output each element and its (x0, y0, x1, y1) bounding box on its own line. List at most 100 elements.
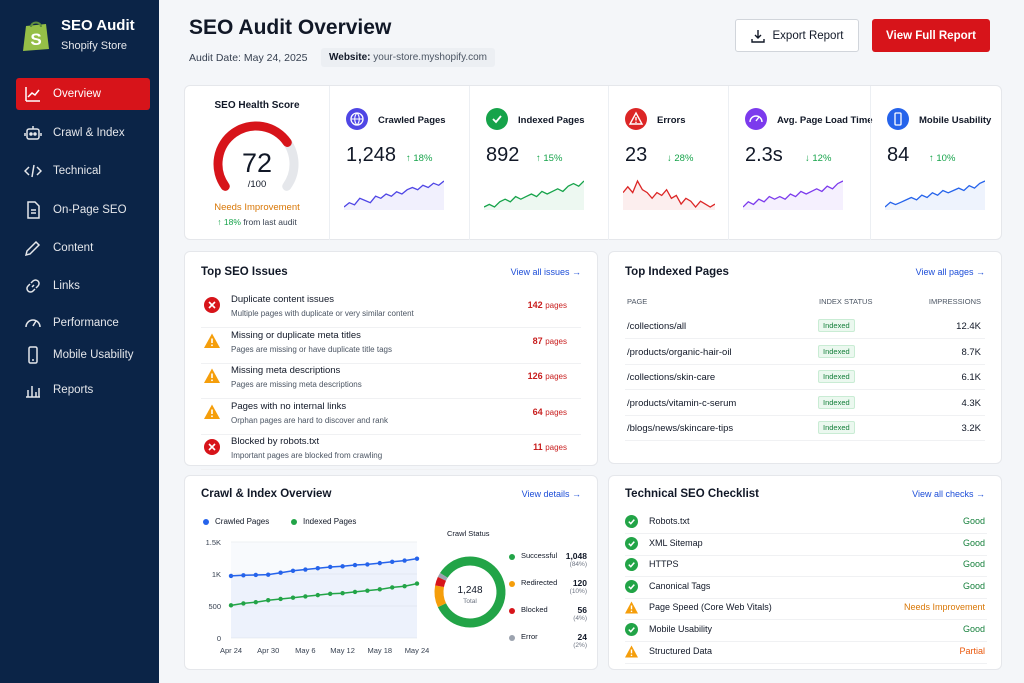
data-point (328, 591, 333, 597)
y-tick-label: 0 (217, 634, 221, 643)
checklist-label: Mobile Usability (649, 624, 713, 634)
export-report-button[interactable]: Export Report (735, 19, 859, 52)
checklist-label: Page Speed (Core Web Vitals) (649, 602, 772, 613)
table-row[interactable]: /collections/all Indexed 12.4K (625, 313, 985, 339)
issue-row[interactable]: Missing or duplicate meta titles Pages ar… (201, 328, 581, 364)
data-point (278, 596, 283, 602)
app-subtitle: Shopify Store (61, 40, 128, 52)
data-point (340, 564, 345, 569)
crawl-status-percent: (2%) (573, 642, 587, 649)
metric-indexed-pages: Indexed Pages 892 ↑ 15% (469, 86, 608, 240)
legend-swatch (509, 581, 515, 587)
metric-value: 1,248 (346, 144, 397, 166)
sidebar-item-technical[interactable]: Technical (16, 155, 150, 187)
data-point (228, 603, 234, 608)
metric-delta: ↓ 12% (805, 153, 832, 164)
view-full-report-button[interactable]: View Full Report (872, 19, 990, 52)
checklist-item[interactable]: Canonical Tags Good (625, 577, 987, 599)
health-delta-suffix: from last audit (243, 217, 297, 227)
crawl-status-name: Successful (521, 551, 558, 560)
sparkline-area (344, 181, 444, 210)
metric-label: Indexed Pages (518, 115, 585, 126)
table-row[interactable]: /blogs/news/skincare-tips Indexed 3.2K (625, 415, 985, 441)
data-point (241, 601, 246, 606)
checklist-status: Good (962, 624, 985, 634)
checklist-label: Structured Data (649, 645, 713, 656)
issue-row[interactable]: Pages with no internal links Orphan pages… (201, 399, 581, 435)
issue-count-value: 142 (527, 300, 543, 310)
page-title: SEO Audit Overview (189, 16, 392, 39)
sidebar-item-links[interactable]: Links (16, 270, 150, 302)
crawl-status-value: 24 (577, 632, 587, 642)
issue-row[interactable]: Missing meta descriptions Pages are missi… (201, 363, 581, 399)
sidebar-item-performance[interactable]: Performance (16, 307, 150, 339)
website-value: your-store.myshopify.com (373, 52, 488, 63)
metric-avg-page-load-time: Avg. Page Load Time 2.3s ↓ 12% (728, 86, 873, 240)
impressions-value: 8.7K (961, 346, 981, 358)
checklist-item[interactable]: HTTPS Good (625, 555, 987, 578)
legend-indexed-pages: Indexed Pages (291, 517, 356, 526)
data-point (253, 572, 258, 578)
checklist-label: XML Sitemap (649, 537, 703, 548)
data-point (377, 560, 382, 566)
plot-area (231, 542, 417, 638)
sparkline-area (885, 181, 985, 210)
sidebar: S SEO Audit Shopify Store Overview Crawl… (0, 0, 159, 683)
sidebar-item-reports[interactable]: Reports (16, 374, 150, 406)
speedometer-icon (745, 108, 767, 130)
issue-row[interactable]: Duplicate content issues Multiple pages w… (201, 292, 581, 328)
website-label: Website: (329, 52, 371, 63)
donut-total-value: 1,248 (457, 585, 483, 596)
checklist-item[interactable]: XML Sitemap Good (625, 534, 987, 556)
globe-icon (346, 108, 368, 130)
column-header-impressions: IMPRESSIONS (928, 297, 981, 306)
crawl-status-percent: (10%) (569, 588, 587, 595)
sidebar-item-mobile-usability[interactable]: Mobile Usability (16, 339, 150, 371)
data-point (290, 595, 296, 600)
sparkline-line (743, 180, 843, 208)
issue-count: 142 pages (528, 300, 567, 310)
view-all-pages-link[interactable]: View all pages → (915, 267, 985, 277)
issue-count-value: 87 (532, 335, 543, 346)
robot-icon (24, 126, 42, 140)
table-row[interactable]: /products/vitamin-c-serum Indexed 4.3K (625, 390, 985, 416)
view-details-link[interactable]: View details → (521, 489, 581, 499)
table-row[interactable]: /collections/skin-care Indexed 6.1K (625, 364, 985, 390)
issue-count: 64 pages (533, 407, 567, 417)
sidebar-item-overview[interactable]: Overview (16, 78, 150, 110)
check-circle-icon (625, 623, 638, 636)
metric-delta: ↑ 10% (929, 153, 956, 164)
crawl-index-title: Crawl & Index Overview (201, 488, 332, 500)
data-point (390, 559, 395, 565)
sidebar-item-label: Technical (53, 165, 101, 177)
issue-row[interactable]: Blocked by robots.txt Important pages are… (201, 434, 581, 470)
issue-count: 126 pages (528, 371, 567, 381)
sidebar-item-content[interactable]: Content (16, 232, 150, 264)
data-point (340, 591, 345, 596)
sidebar-item-label: Links (53, 280, 80, 292)
health-status: Needs Improvement (214, 202, 300, 213)
metric-sparkline (623, 179, 715, 210)
top-indexed-pages-card: Top Indexed Pages View all pages → PAGE … (608, 251, 1002, 464)
issue-count-unit: pages (545, 443, 567, 452)
health-gauge (213, 121, 299, 191)
sidebar-item-on-page-seo[interactable]: On-Page SEO (16, 194, 150, 226)
legend-swatch (509, 554, 515, 560)
data-point (315, 592, 320, 598)
data-point (352, 589, 358, 595)
table-row[interactable]: /products/organic-hair-oil Indexed 8.7K (625, 339, 985, 365)
checklist-item[interactable]: Mobile Usability Good (625, 620, 987, 642)
sidebar-item-label: Overview (53, 88, 101, 100)
issue-count-value: 11 (533, 442, 543, 452)
warning-icon (625, 601, 638, 614)
checklist-item[interactable]: Page Speed (Core Web Vitals) Needs Improv… (625, 598, 987, 621)
sidebar-item-crawl-index[interactable]: Crawl & Index (16, 117, 150, 149)
view-all-issues-link[interactable]: View all issues → (510, 267, 581, 277)
issue-title: Missing meta descriptions (231, 365, 341, 376)
view-all-checks-link[interactable]: View all checks → (912, 489, 985, 499)
checklist-item[interactable]: Robots.txt Good (625, 512, 987, 534)
crawl-status-error: Error 24 (2%) (509, 632, 659, 658)
issue-title: Missing or duplicate meta titles (231, 329, 361, 341)
page-path: /collections/skin-care (627, 372, 716, 383)
checklist-item[interactable]: Structured Data Partial (625, 642, 987, 664)
